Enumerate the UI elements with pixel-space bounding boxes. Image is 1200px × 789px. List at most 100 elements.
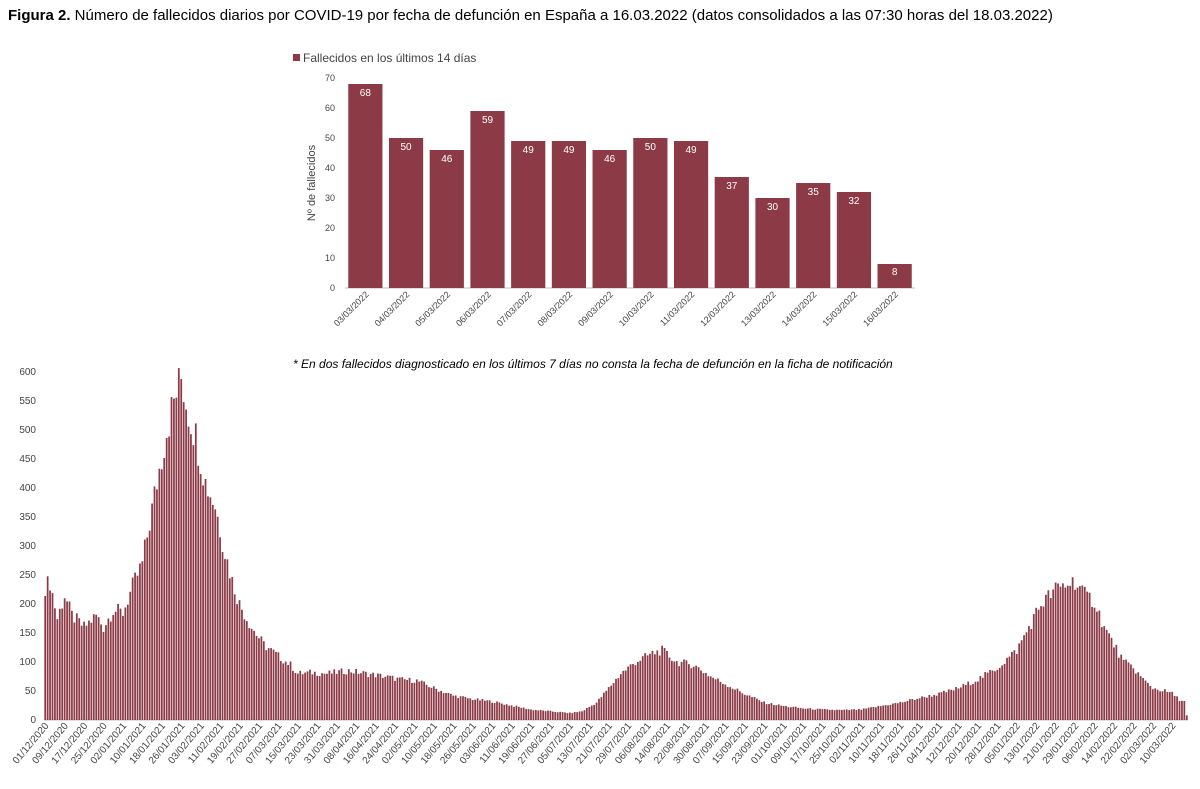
daily-bar	[466, 698, 469, 720]
bar	[836, 192, 872, 288]
daily-bar	[836, 709, 838, 720]
daily-bar	[63, 598, 66, 720]
daily-bar	[853, 709, 855, 720]
daily-bar	[294, 673, 297, 720]
daily-bar	[1032, 614, 1035, 720]
daily-bar	[238, 600, 241, 720]
daily-bar	[833, 710, 836, 720]
daily-bar	[114, 611, 117, 720]
daily-bar	[381, 678, 384, 720]
daily-bar	[219, 537, 221, 720]
daily-bar	[955, 687, 957, 720]
daily-bar	[1042, 606, 1045, 720]
daily-bar	[449, 693, 452, 720]
y-tick-label: 200	[19, 599, 36, 610]
daily-bar	[726, 687, 729, 720]
daily-bar	[892, 703, 894, 720]
daily-bar	[950, 689, 953, 720]
daily-bar	[748, 695, 751, 720]
daily-bar	[595, 702, 598, 720]
daily-bar	[756, 698, 758, 720]
daily-bar	[105, 625, 107, 720]
daily-bar	[673, 661, 676, 720]
daily-deaths-chart: 05010015020025030035040045050055060001/1…	[11, 367, 1188, 766]
daily-bar	[743, 694, 746, 720]
daily-bar	[986, 672, 989, 720]
daily-bar	[1173, 696, 1176, 720]
daily-bar	[243, 619, 246, 720]
daily-bar	[90, 622, 93, 720]
daily-bar	[709, 676, 712, 720]
daily-bar	[598, 698, 600, 720]
bar	[714, 177, 749, 288]
daily-bar	[364, 671, 367, 720]
daily-bar	[345, 674, 348, 720]
daily-bar	[1062, 583, 1064, 720]
daily-bar	[1081, 585, 1084, 720]
daily-bar	[454, 695, 457, 720]
daily-bar	[695, 665, 698, 720]
daily-bar	[44, 595, 47, 720]
x-tick-label: 13/03/2022	[739, 289, 778, 328]
daily-bar	[270, 648, 272, 720]
daily-bar	[1076, 587, 1079, 720]
data-label: 68	[360, 88, 372, 99]
daily-bar	[228, 578, 231, 720]
daily-bar	[73, 622, 76, 720]
daily-bar	[943, 690, 945, 720]
y-tick-label: 20	[325, 223, 335, 233]
daily-bar	[717, 678, 719, 720]
daily-bar	[362, 671, 365, 720]
daily-bar	[1168, 692, 1171, 720]
daily-bar	[542, 710, 545, 720]
daily-bar	[1103, 626, 1106, 720]
x-tick-label: 11/03/2022	[658, 289, 696, 327]
daily-bar	[262, 641, 265, 720]
daily-bar	[1008, 656, 1011, 720]
daily-bar	[143, 539, 146, 720]
data-label: 49	[686, 145, 698, 156]
bar	[755, 198, 790, 288]
daily-bar	[721, 684, 724, 720]
daily-bar	[814, 709, 817, 720]
daily-bar	[624, 670, 627, 720]
daily-bar	[423, 681, 425, 720]
daily-bar	[1130, 664, 1132, 720]
daily-bar	[532, 710, 535, 720]
daily-bar	[100, 624, 102, 720]
daily-bar	[394, 680, 396, 720]
y-tick-label: 60	[325, 103, 335, 113]
daily-bar	[1013, 650, 1016, 720]
daily-bar	[226, 559, 229, 720]
daily-bar	[1117, 657, 1120, 720]
daily-bar	[491, 702, 494, 720]
daily-bar	[872, 707, 875, 720]
daily-bar	[957, 688, 960, 720]
daily-bar	[102, 631, 105, 720]
legend-label: Fallecidos en los últimos 14 días	[303, 51, 476, 65]
daily-bar	[571, 713, 574, 720]
daily-bar	[882, 705, 885, 720]
daily-bar	[729, 687, 732, 720]
bar	[348, 84, 383, 288]
daily-bar	[867, 707, 870, 720]
daily-bar	[605, 690, 608, 720]
daily-bar	[909, 699, 911, 720]
daily-bar	[1151, 689, 1154, 720]
daily-bar	[537, 710, 540, 720]
daily-bar	[71, 610, 73, 720]
daily-bar	[792, 706, 795, 720]
daily-bar	[391, 675, 394, 720]
daily-bar	[751, 697, 753, 720]
daily-bar	[139, 563, 141, 720]
daily-bar	[333, 669, 336, 720]
daily-bar	[197, 465, 200, 720]
daily-bar	[554, 711, 557, 720]
daily-bar	[284, 661, 287, 720]
daily-bar	[641, 656, 644, 720]
daily-bar	[190, 434, 192, 720]
daily-bar	[658, 655, 661, 720]
daily-bar	[428, 687, 430, 720]
daily-bar	[194, 423, 197, 720]
figure-caption: Número de fallecidos diarios por COVID-1…	[70, 7, 1053, 24]
